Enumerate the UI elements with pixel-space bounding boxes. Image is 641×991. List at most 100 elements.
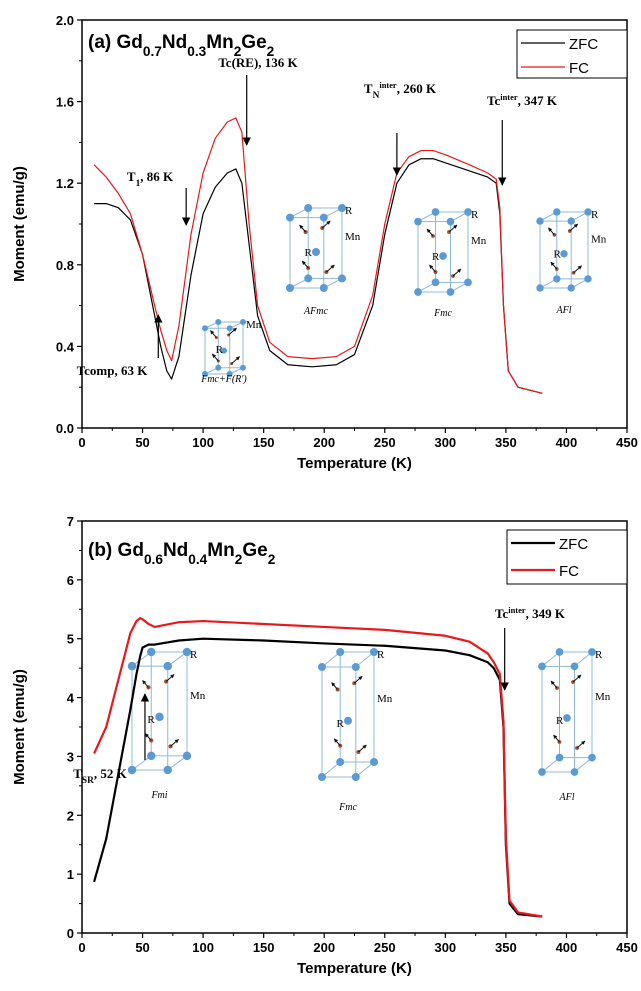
atom-label: R (595, 649, 603, 661)
data-line (93, 617, 543, 918)
atom-label: R (345, 205, 353, 217)
y-tick-label: 0.4 (56, 339, 75, 354)
cell-back (556, 211, 589, 280)
x-tick-label: 300 (434, 435, 456, 450)
cell-back (217, 321, 244, 369)
y-tick-label: 6 (67, 573, 74, 588)
r-atom (553, 275, 561, 283)
cell-back (307, 207, 343, 279)
atom-label: R (591, 209, 599, 221)
text-part: Nd (162, 32, 187, 53)
r-atom (319, 284, 328, 292)
spin-arrow (228, 327, 237, 336)
text-part: Tc(RE), 136 K (218, 55, 298, 70)
annotation: Tcomp, 63 K (77, 363, 149, 378)
spin-arrow (170, 739, 179, 747)
atom-label: R (432, 251, 440, 263)
r-atom (312, 248, 320, 256)
r-atom (446, 217, 455, 226)
x-tick-label: 400 (556, 435, 578, 450)
spin-arrow (550, 680, 558, 689)
chart-title: (a) Gd0.7Nd0.3Mn2Ge2 (88, 32, 275, 59)
x-tick-label: 200 (313, 940, 335, 955)
r-atom (182, 751, 192, 761)
x-tick-label: 50 (135, 940, 149, 955)
y-tick-label: 0.0 (56, 421, 74, 436)
r-atom (240, 364, 246, 371)
text-part: T (364, 81, 373, 96)
r-atom (431, 208, 440, 216)
cell-front (204, 327, 231, 375)
y-tick-label: 1 (67, 867, 74, 882)
inset-label: Fmc (338, 802, 357, 813)
text-part: Mn (206, 32, 233, 53)
y-tick-label: 5 (67, 632, 74, 647)
annotation: Tcinter, 347 K (487, 92, 558, 108)
x-tick-label: 400 (556, 940, 578, 955)
r-atom (336, 758, 345, 766)
r-atom (304, 274, 313, 283)
r-atom (240, 319, 246, 325)
atom-label: R (471, 209, 479, 221)
crystal-inset (127, 647, 192, 775)
spin-arrow (548, 227, 555, 236)
spin-arrow (165, 674, 175, 682)
text-part: 0.4 (188, 552, 207, 567)
atom-label: Mn (246, 319, 262, 331)
atom-label: R (216, 344, 224, 356)
r-atom (318, 773, 326, 781)
spin-arrow (353, 675, 363, 684)
r-atom (538, 768, 546, 776)
crystal-inset (286, 204, 346, 292)
spin-arrow (299, 224, 306, 233)
x-tick-label: 200 (313, 435, 335, 450)
spin-arrow (144, 733, 152, 741)
spin-arrow (452, 268, 462, 277)
r-atom (215, 319, 222, 325)
r-atom (319, 213, 328, 222)
spin-arrow (142, 680, 149, 688)
y-tick-label: 7 (67, 514, 74, 529)
inset-label: Fmc+F(R') (200, 374, 247, 385)
spin-arrow (572, 674, 582, 683)
text-part: (a) Gd (88, 32, 143, 53)
y-tick-label: 3 (67, 749, 74, 764)
x-axis-label: Temperature (K) (297, 960, 412, 977)
r-atom (446, 288, 455, 296)
r-atom (147, 647, 156, 657)
r-atom (155, 712, 164, 722)
chart-title: (b) Gd0.6Nd0.4Mn2Ge2 (88, 540, 276, 567)
x-tick-label: 350 (495, 435, 517, 450)
crystal-inset (318, 648, 378, 781)
x-tick-label: 100 (192, 940, 214, 955)
text-part: (b) Gd (88, 540, 144, 561)
spin-arrow (573, 265, 582, 274)
inset-label: Fmc (433, 308, 452, 319)
atom-label: Mn (377, 693, 393, 705)
atom-label: Mn (471, 235, 487, 247)
spin-arrow (321, 220, 331, 229)
text-part: 0.3 (187, 44, 206, 59)
r-atom (215, 364, 222, 371)
r-atom (221, 347, 227, 354)
atom-label: R (337, 718, 345, 730)
r-atom (563, 714, 571, 722)
atom-label: Mn (591, 233, 607, 245)
data-line (93, 117, 543, 394)
atom-label: R (377, 649, 385, 661)
r-atom (567, 284, 575, 292)
annotation: TSR, 52 K (73, 766, 127, 786)
r-atom (338, 204, 346, 212)
crystal-inset (202, 319, 246, 377)
r-atom (567, 217, 575, 225)
text-part: Tc (487, 93, 500, 108)
text-part: N (373, 91, 380, 101)
spin-arrow (429, 264, 436, 273)
r-atom (318, 663, 326, 671)
y-axis-label: Moment (emu/g) (11, 166, 28, 282)
legend-box (516, 29, 628, 79)
cell-front (417, 221, 451, 293)
spin-arrow (576, 740, 586, 749)
x-tick-label: 450 (616, 435, 638, 450)
cell-back (435, 211, 469, 283)
